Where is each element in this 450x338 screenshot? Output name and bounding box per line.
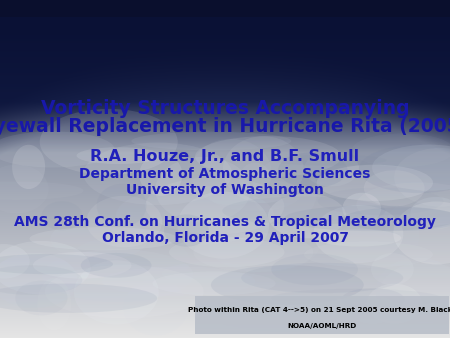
Ellipse shape bbox=[284, 206, 450, 231]
Ellipse shape bbox=[0, 131, 115, 168]
Ellipse shape bbox=[83, 143, 232, 205]
Ellipse shape bbox=[81, 253, 152, 278]
Ellipse shape bbox=[177, 192, 269, 259]
Text: Eyewall Replacement in Hurricane Rita (2005): Eyewall Replacement in Hurricane Rita (2… bbox=[0, 118, 450, 137]
Text: Department of Atmospheric Sciences: Department of Atmospheric Sciences bbox=[79, 167, 371, 181]
Text: NOAA/AOML/HRD: NOAA/AOML/HRD bbox=[288, 323, 356, 329]
Ellipse shape bbox=[356, 182, 450, 226]
Ellipse shape bbox=[317, 165, 433, 201]
Ellipse shape bbox=[273, 155, 386, 166]
Ellipse shape bbox=[0, 241, 90, 294]
Ellipse shape bbox=[97, 184, 147, 227]
Ellipse shape bbox=[379, 262, 450, 323]
Ellipse shape bbox=[222, 197, 386, 225]
Ellipse shape bbox=[40, 109, 178, 175]
Ellipse shape bbox=[252, 159, 317, 223]
Ellipse shape bbox=[169, 237, 284, 267]
Text: University of Washington: University of Washington bbox=[126, 183, 324, 197]
Ellipse shape bbox=[341, 288, 405, 311]
Ellipse shape bbox=[74, 260, 159, 324]
Ellipse shape bbox=[359, 145, 450, 193]
Ellipse shape bbox=[140, 154, 182, 196]
Ellipse shape bbox=[364, 170, 425, 206]
Ellipse shape bbox=[131, 132, 291, 150]
Text: AMS 28th Conf. on Hurricanes & Tropical Meteorology: AMS 28th Conf. on Hurricanes & Tropical … bbox=[14, 215, 436, 229]
Ellipse shape bbox=[33, 252, 131, 279]
Ellipse shape bbox=[0, 165, 49, 213]
Text: Orlando, Florida - 29 April 2007: Orlando, Florida - 29 April 2007 bbox=[102, 231, 348, 245]
Ellipse shape bbox=[194, 233, 313, 272]
Ellipse shape bbox=[76, 147, 161, 164]
Ellipse shape bbox=[223, 136, 304, 203]
Text: Vorticity Structures Accompanying: Vorticity Structures Accompanying bbox=[40, 98, 410, 118]
Ellipse shape bbox=[102, 266, 256, 296]
Ellipse shape bbox=[394, 148, 450, 207]
Ellipse shape bbox=[211, 265, 364, 305]
Ellipse shape bbox=[42, 201, 82, 230]
Ellipse shape bbox=[12, 145, 45, 189]
Ellipse shape bbox=[371, 253, 414, 285]
Ellipse shape bbox=[393, 201, 450, 264]
Ellipse shape bbox=[50, 218, 148, 260]
Ellipse shape bbox=[0, 253, 78, 308]
Text: R.A. Houze, Jr., and B.F. Smull: R.A. Houze, Jr., and B.F. Smull bbox=[90, 149, 360, 165]
Ellipse shape bbox=[164, 214, 209, 247]
Ellipse shape bbox=[30, 227, 178, 250]
Ellipse shape bbox=[304, 241, 433, 268]
Ellipse shape bbox=[86, 196, 162, 247]
Ellipse shape bbox=[208, 218, 320, 272]
Ellipse shape bbox=[209, 295, 364, 332]
Ellipse shape bbox=[278, 152, 347, 188]
Ellipse shape bbox=[190, 139, 271, 206]
Ellipse shape bbox=[42, 249, 193, 301]
Text: Photo within Rita (CAT 4-->5) on 21 Sept 2005 courtesy M. Black,: Photo within Rita (CAT 4-->5) on 21 Sept… bbox=[189, 307, 450, 313]
Ellipse shape bbox=[350, 295, 396, 324]
Ellipse shape bbox=[271, 254, 358, 285]
Ellipse shape bbox=[116, 186, 274, 245]
Ellipse shape bbox=[376, 258, 450, 324]
Ellipse shape bbox=[304, 151, 359, 187]
Ellipse shape bbox=[0, 284, 157, 313]
Ellipse shape bbox=[314, 205, 403, 263]
Ellipse shape bbox=[195, 136, 342, 177]
Ellipse shape bbox=[372, 145, 450, 191]
Ellipse shape bbox=[145, 177, 284, 235]
Ellipse shape bbox=[317, 230, 401, 246]
Ellipse shape bbox=[68, 235, 191, 287]
Ellipse shape bbox=[0, 244, 30, 279]
Ellipse shape bbox=[0, 265, 82, 295]
Ellipse shape bbox=[162, 262, 255, 285]
Ellipse shape bbox=[268, 194, 346, 238]
Ellipse shape bbox=[155, 157, 251, 223]
Ellipse shape bbox=[0, 254, 113, 274]
Ellipse shape bbox=[342, 208, 450, 231]
Ellipse shape bbox=[342, 193, 381, 224]
Ellipse shape bbox=[367, 284, 423, 323]
Ellipse shape bbox=[153, 271, 276, 295]
Ellipse shape bbox=[124, 279, 188, 336]
FancyBboxPatch shape bbox=[195, 296, 449, 334]
Ellipse shape bbox=[410, 197, 450, 229]
Ellipse shape bbox=[241, 263, 403, 293]
Ellipse shape bbox=[45, 265, 204, 318]
